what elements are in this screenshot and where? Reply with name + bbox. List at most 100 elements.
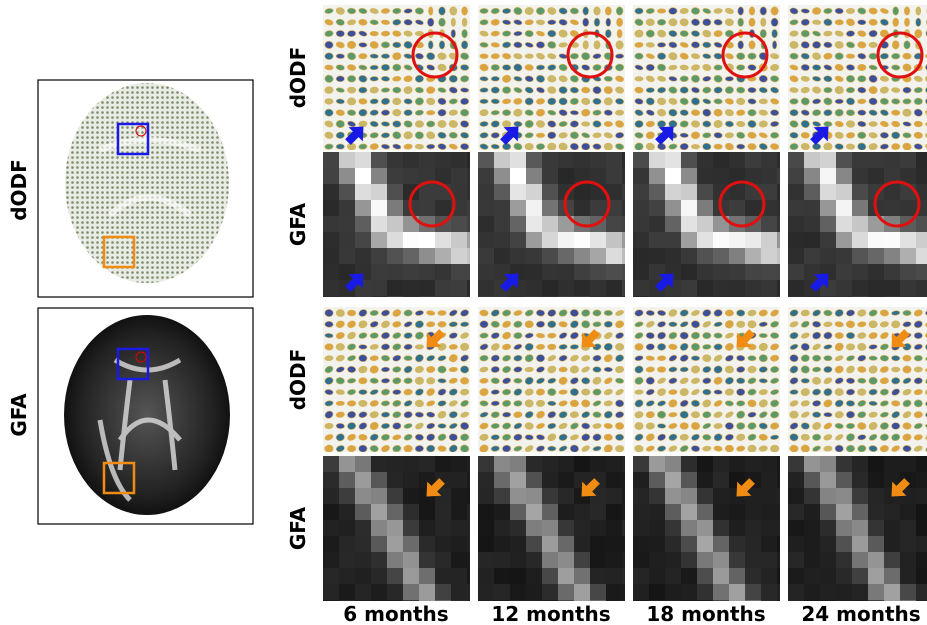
odf-glyph [570,366,579,374]
gfa-pixel [836,488,853,505]
odf-glyph [393,64,402,71]
odf-glyph [336,120,345,128]
odf-glyph [336,54,345,59]
odf-glyph [903,355,912,361]
gfa-pixel [649,504,666,521]
gfa-pixel [478,536,495,553]
odf-glyph [381,31,390,36]
gfa-pixel [665,184,682,201]
gfa-pixel [633,584,650,601]
gfa-pixel [745,536,762,553]
gfa-pixel [804,216,821,233]
gfa-pixel [403,264,420,281]
gfa-pixel [526,504,543,521]
gfa-pixel [510,200,527,217]
odf-glyph [502,143,511,150]
odf-glyph [760,7,767,15]
odf-glyph [415,144,424,149]
gfa-pixel [355,456,372,473]
odf-glyph [502,31,511,37]
gfa-pixel [665,456,682,473]
odf-glyph [725,310,734,317]
gfa-pixel [435,280,452,297]
gfa-pixel [355,504,372,521]
gfa-pixel [820,568,837,585]
odf-glyph [325,423,334,429]
gfa-pixel [323,200,340,217]
gfa-pixel [697,184,714,201]
odf-glyph [914,98,923,105]
gfa-pixel [558,456,575,473]
gfa-pixel [371,216,388,233]
odf-glyph [714,8,723,14]
gfa-pixel [697,456,714,473]
odf-glyph [604,321,613,328]
odf-glyph [393,109,401,116]
odf-glyph [480,400,489,406]
odf-glyph [548,446,556,451]
odf-glyph [736,378,745,384]
gfa-pixel [820,536,837,553]
odf-glyph [657,98,666,106]
column-label: 18 months [646,602,765,625]
gfa-pixel [558,152,575,169]
odf-glyph [615,132,624,139]
odf-glyph [480,121,489,127]
gfa-pixel [745,456,762,473]
gfa-pixel [435,520,452,537]
gfa-pixel [713,280,730,297]
gfa-pixel [478,184,495,201]
gfa-pixel [836,168,853,185]
gfa-pixel [820,232,837,249]
odf-glyph [449,344,458,349]
odf-glyph [336,76,344,82]
odf-glyph [547,132,556,139]
gfa-pixel [916,232,927,249]
gfa-pixel [729,184,746,201]
odf-glyph [801,64,810,71]
odf-glyph [702,389,711,395]
row-label: dODF [286,349,310,411]
gfa-pixel [435,504,452,521]
odf-glyph [525,19,534,25]
gfa-pixel [788,472,805,489]
odf-glyph [525,321,534,328]
gfa-pixel [339,488,356,505]
odf-glyph [657,53,666,60]
gfa-pixel [542,552,559,569]
gfa-pixel [339,184,356,201]
odf-glyph [325,309,334,317]
odf-glyph [480,76,489,81]
odf-glyph [801,310,810,317]
odf-glyph [502,8,511,14]
odf-glyph [439,7,446,15]
gfa-pixel [526,152,543,169]
odf-glyph [736,400,745,406]
gfa-pixel [788,200,805,217]
gfa-pixel [649,200,666,217]
odf-glyph [615,400,624,408]
odf-glyph [914,87,923,93]
odf-glyph [570,400,579,407]
gfa-pixel [649,184,666,201]
odf-glyph [635,343,644,350]
odf-glyph [903,132,912,138]
gfa-pixel [403,536,420,553]
gfa-pixel [403,552,420,569]
odf-glyph [748,143,757,150]
odf-glyph [359,445,367,452]
gfa-pixel [665,152,682,169]
odf-glyph [359,344,368,349]
odf-glyph [438,378,447,383]
odf-glyph [738,41,744,49]
odf-glyph [438,310,447,315]
gfa-pixel [403,472,420,489]
odf-glyph [525,54,533,59]
gfa-pixel [435,200,452,217]
gfa-pixel [729,552,746,569]
gfa-pixel [916,568,927,585]
odf-glyph [770,132,779,138]
gfa-pixel [403,520,420,537]
gfa-pixel [820,216,837,233]
gfa-pixel [916,248,927,265]
